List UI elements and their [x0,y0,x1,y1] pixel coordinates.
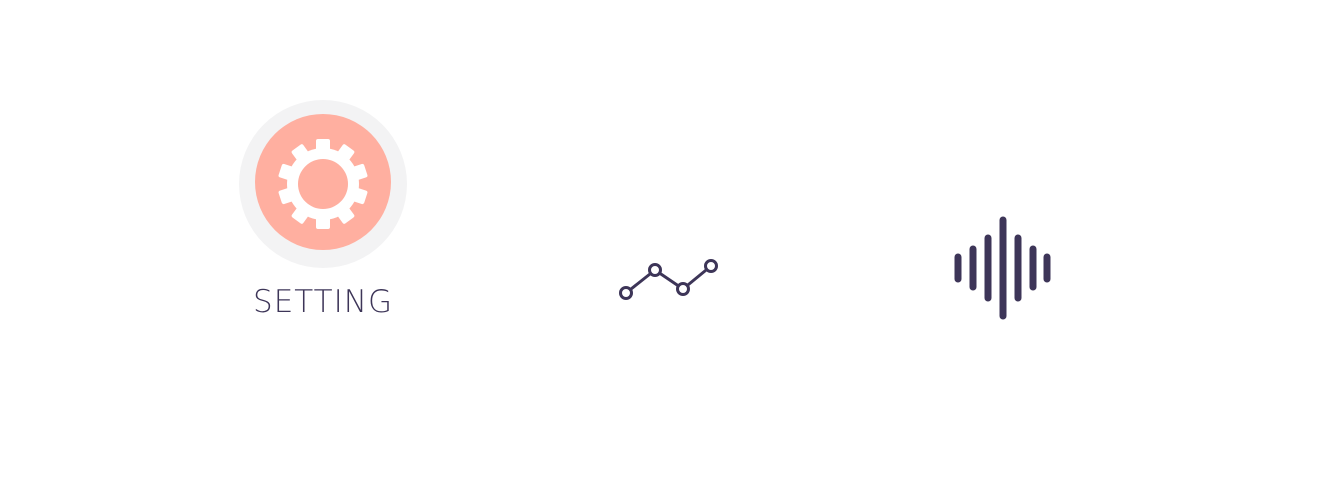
setting-button-inner [255,114,391,250]
gear-icon [278,139,368,229]
line-chart-icon[interactable] [612,252,728,304]
setting-label: SETTING [253,284,393,320]
sound-wave-icon[interactable] [948,212,1058,326]
setting-button[interactable] [239,100,407,268]
